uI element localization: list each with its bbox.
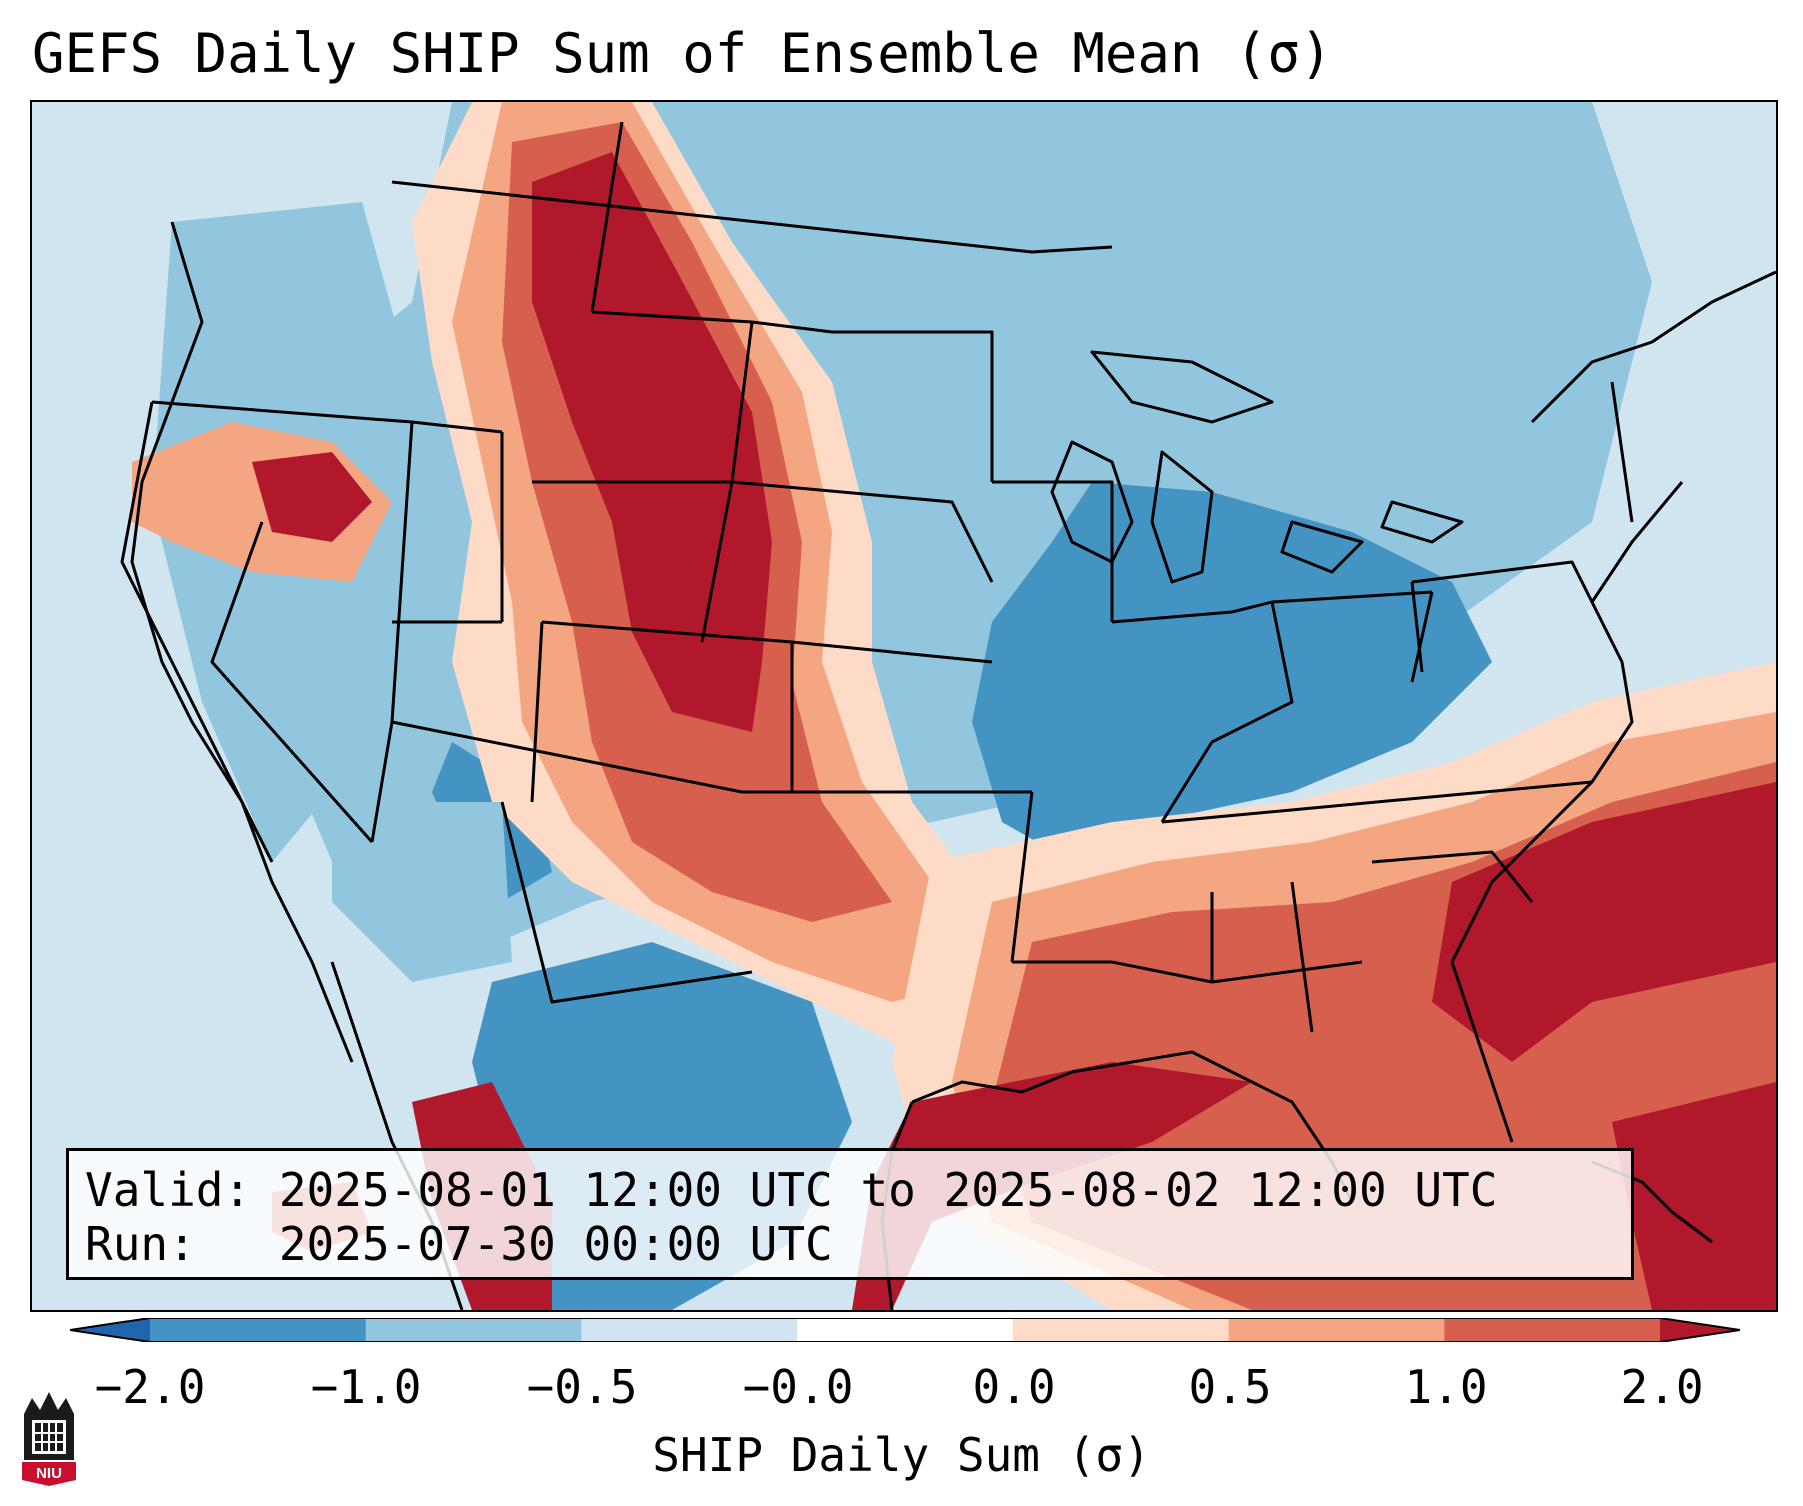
colorbar xyxy=(70,1318,1740,1342)
colorbar-tick-label: −2.0 xyxy=(94,1360,206,1414)
ship-map xyxy=(32,102,1776,1310)
field-medium-blue-midwest xyxy=(972,482,1492,862)
coastlines xyxy=(130,221,1776,1310)
colorbar-segment xyxy=(1444,1318,1661,1342)
colorbar-segment xyxy=(365,1318,582,1342)
colorbar-tick-label: −0.5 xyxy=(526,1360,638,1414)
colorbar-tick-label: 2.0 xyxy=(1620,1360,1704,1414)
validity-info-box: Valid: 2025-08-01 12:00 UTC to 2025-08-0… xyxy=(66,1148,1634,1280)
state-borders xyxy=(120,121,1634,1033)
colorbar-segment xyxy=(1012,1318,1230,1342)
figure-title: GEFS Daily SHIP Sum of Ensemble Mean (σ) xyxy=(32,22,1333,85)
field-dark-red-caribbean xyxy=(1612,1082,1776,1310)
colorbar-tick-label: −0.0 xyxy=(742,1360,854,1414)
run-time-text: Run: 2025-07-30 00:00 UTC xyxy=(85,1217,833,1271)
colorbar-segment xyxy=(1228,1318,1445,1342)
field-dark-red-southeast xyxy=(1432,782,1776,1062)
colorbar-tick-label: −1.0 xyxy=(310,1360,422,1414)
colorbar-segment xyxy=(797,1318,1014,1342)
colorbar-extend-low xyxy=(70,1318,150,1342)
map-panel xyxy=(30,100,1778,1312)
field-blue-arizona xyxy=(332,802,512,982)
colorbar-tick-label: 1.0 xyxy=(1404,1360,1488,1414)
colorbar-segment xyxy=(150,1318,367,1342)
field-dark-red-northwest xyxy=(252,452,372,542)
logo-text: NIU xyxy=(36,1465,62,1482)
colorbar-tick-label: 0.5 xyxy=(1188,1360,1272,1414)
field-dark-red-gulf xyxy=(852,1062,1252,1310)
colorbar-label: SHIP Daily Sum (σ) xyxy=(652,1428,1151,1482)
niu-logo: NIU xyxy=(22,1392,76,1486)
colorbar-extend-high xyxy=(1660,1318,1740,1342)
colorbar-tick-label: 0.0 xyxy=(972,1360,1056,1414)
colorbar-segment xyxy=(581,1318,798,1342)
valid-time-text: Valid: 2025-08-01 12:00 UTC to 2025-08-0… xyxy=(85,1163,1498,1217)
